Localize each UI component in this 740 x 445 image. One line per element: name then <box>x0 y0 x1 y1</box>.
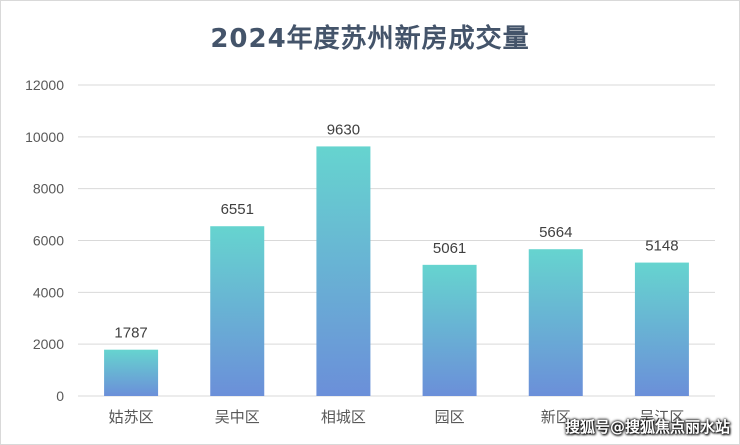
bar-value-label: 1787 <box>114 325 147 342</box>
x-category-label: 吴中区 <box>215 408 260 426</box>
bar <box>104 349 159 396</box>
chart-title: 2024年度苏州新房成交量 <box>210 24 530 54</box>
watermark-text: 搜狐号@搜狐焦点丽水站 <box>564 418 730 436</box>
y-tick-label: 6000 <box>33 233 64 249</box>
bar <box>634 262 689 396</box>
y-tick-label: 8000 <box>33 181 64 197</box>
bar <box>316 146 371 396</box>
y-tick-label: 0 <box>56 388 64 404</box>
bar <box>422 264 477 396</box>
y-tick-label: 12000 <box>25 77 64 93</box>
bar-value-label: 5148 <box>645 238 678 255</box>
bar-value-label: 5664 <box>539 224 572 241</box>
x-category-label: 姑苏区 <box>109 408 154 426</box>
bar-value-label: 9630 <box>327 121 360 138</box>
bar-value-label: 5061 <box>433 240 466 257</box>
y-tick-label: 10000 <box>25 129 64 145</box>
x-category-label: 新区 <box>541 408 571 426</box>
y-tick-label: 4000 <box>33 284 64 300</box>
x-category-label: 吴江区 <box>639 408 684 426</box>
x-category-label: 相城区 <box>321 408 366 426</box>
bar <box>528 249 583 396</box>
y-tick-label: 2000 <box>33 336 64 352</box>
bar <box>210 226 265 396</box>
bar-value-label: 6551 <box>221 201 254 218</box>
x-category-label: 园区 <box>435 408 465 426</box>
